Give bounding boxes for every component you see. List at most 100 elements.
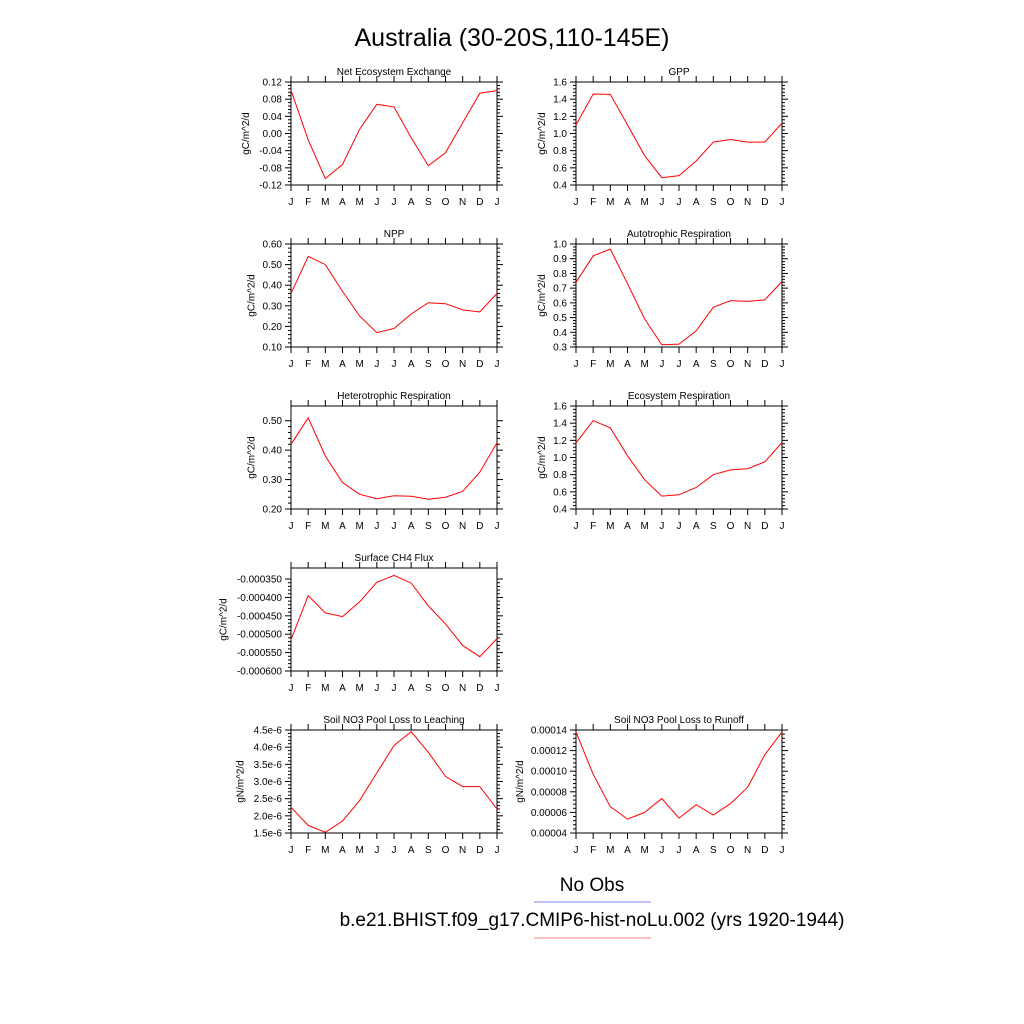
x-tick-label: A <box>624 359 631 370</box>
x-tick-label: O <box>442 359 450 370</box>
x-tick-label: J <box>495 359 500 370</box>
x-tick-label: M <box>606 521 614 532</box>
y-tick-label: 0.30 <box>263 301 283 312</box>
x-tick-label: F <box>590 197 596 208</box>
y-tick-label: 4.5e-6 <box>254 726 283 737</box>
y-tick-label: 0.7 <box>553 284 567 295</box>
x-tick-label: J <box>659 845 664 856</box>
chart-heterotrophic-respiration: Heterotrophic Respiration 0.20 0.30 0.40 0.5… <box>247 391 503 532</box>
x-tick-label: A <box>693 359 700 370</box>
x-tick-label: J <box>659 359 664 370</box>
chart-surface-ch4-flux: Surface CH4 Flux -0.000600 -0.000550 -0.000… <box>219 553 503 694</box>
chart-title: Net Ecosystem Exchange <box>337 67 452 78</box>
x-tick-label: M <box>640 197 648 208</box>
x-tick-label: A <box>408 845 415 856</box>
plot-frame <box>290 81 498 186</box>
x-tick-label: J <box>677 845 682 856</box>
x-tick-label: S <box>710 521 717 532</box>
x-tick-label: J <box>374 197 379 208</box>
x-tick-label: S <box>710 197 717 208</box>
y-tick-label: 0.3 <box>553 343 567 354</box>
x-tick-label: J <box>392 845 397 856</box>
y-tick-label: 3.5e-6 <box>254 760 283 771</box>
x-tick-label: M <box>321 521 329 532</box>
x-tick-label: J <box>574 197 579 208</box>
y-tick-label: 0.00014 <box>531 726 568 737</box>
series-line <box>575 419 783 497</box>
y-tick-label: 1.5e-6 <box>254 829 283 840</box>
y-tick-label: 0.12 <box>263 78 283 89</box>
series-line <box>575 93 783 179</box>
x-tick-label: M <box>640 521 648 532</box>
x-tick-label: M <box>606 845 614 856</box>
series-line <box>290 90 498 180</box>
x-tick-label: J <box>289 683 294 694</box>
y-tick-label: 1.6 <box>553 402 567 413</box>
y-axis-label: gC/m^2/d <box>537 112 548 155</box>
y-tick-label: -0.000350 <box>237 575 282 586</box>
x-tick-label: J <box>677 197 682 208</box>
plot-frame <box>575 243 783 348</box>
x-tick-label: J <box>289 359 294 370</box>
y-tick-label: -0.000600 <box>237 667 282 678</box>
chart-ecosystem-respiration: Ecosystem Respiration 0.4 0.6 0.8 1.0 1.2 1.4 1… <box>537 391 788 532</box>
y-axis-label: gN/m^2/d <box>235 760 246 803</box>
x-tick-label: S <box>425 197 432 208</box>
x-tick-label: J <box>677 521 682 532</box>
x-tick-label: O <box>727 521 735 532</box>
y-tick-label: 0.00006 <box>531 808 568 819</box>
x-tick-label: O <box>442 197 450 208</box>
series-line <box>290 416 498 500</box>
x-tick-label: J <box>659 521 664 532</box>
x-tick-label: J <box>289 845 294 856</box>
x-tick-label: J <box>780 521 785 532</box>
y-axis-label: gC/m^2/d <box>537 274 548 317</box>
plot-frame <box>290 567 498 672</box>
x-tick-label: J <box>495 683 500 694</box>
x-tick-label: M <box>355 845 363 856</box>
x-tick-label: J <box>495 521 500 532</box>
x-tick-label: N <box>744 359 751 370</box>
y-tick-label: 1.0 <box>553 129 567 140</box>
x-tick-label: M <box>321 197 329 208</box>
x-tick-label: J <box>677 359 682 370</box>
x-tick-label: J <box>659 197 664 208</box>
x-tick-label: A <box>408 359 415 370</box>
x-tick-label: S <box>710 359 717 370</box>
x-tick-label: O <box>442 521 450 532</box>
y-tick-label: 1.0 <box>553 453 567 464</box>
x-tick-label: A <box>624 521 631 532</box>
y-tick-label: 0.60 <box>263 240 283 251</box>
x-tick-label: F <box>305 521 311 532</box>
y-tick-label: -0.000450 <box>237 611 282 622</box>
x-tick-label: M <box>321 359 329 370</box>
y-tick-label: 0.30 <box>263 475 283 486</box>
y-tick-label: 0.8 <box>553 269 567 280</box>
y-tick-label: -0.000500 <box>237 630 282 641</box>
x-tick-label: A <box>624 845 631 856</box>
x-tick-label: O <box>727 359 735 370</box>
x-tick-label: S <box>425 521 432 532</box>
x-tick-label: A <box>693 197 700 208</box>
y-tick-label: 0.40 <box>263 281 283 292</box>
y-tick-label: 4.0e-6 <box>254 743 283 754</box>
x-tick-label: A <box>693 845 700 856</box>
x-tick-label: M <box>606 197 614 208</box>
y-tick-label: 0.00 <box>263 129 283 140</box>
x-tick-label: F <box>590 845 596 856</box>
x-tick-label: J <box>392 683 397 694</box>
chart-title: NPP <box>384 229 405 240</box>
x-tick-label: O <box>442 845 450 856</box>
x-tick-label: M <box>321 845 329 856</box>
series-line <box>575 248 783 346</box>
x-tick-label: A <box>624 197 631 208</box>
y-tick-label: 0.5 <box>553 313 567 324</box>
x-tick-label: F <box>305 683 311 694</box>
x-tick-label: N <box>459 197 466 208</box>
y-tick-label: 0.08 <box>263 95 283 106</box>
x-tick-label: A <box>408 683 415 694</box>
legend-model-label: b.e21.BHIST.f09_g17.CMIP6-hist-noLu.002 … <box>340 910 845 931</box>
x-tick-label: N <box>744 521 751 532</box>
x-tick-label: N <box>744 197 751 208</box>
chart-title: Soil NO3 Pool Loss to Leaching <box>323 715 464 726</box>
